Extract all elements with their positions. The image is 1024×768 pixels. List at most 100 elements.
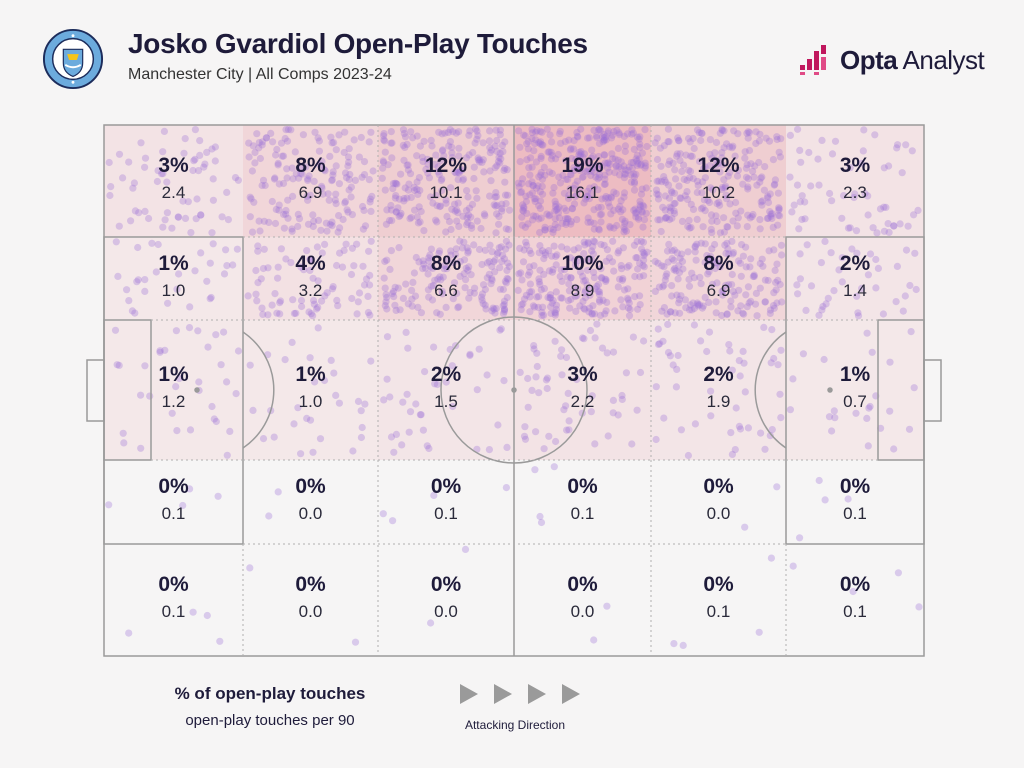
touch-dot — [675, 299, 683, 307]
touch-dot — [725, 341, 733, 349]
touch-dot — [617, 208, 625, 216]
touch-dot — [425, 254, 433, 262]
touch-dot — [604, 129, 612, 137]
touch-dot — [381, 284, 389, 292]
touch-dot — [364, 292, 372, 300]
touch-dot — [250, 198, 258, 206]
touch-dot — [774, 361, 782, 369]
touch-dot — [252, 290, 260, 298]
touch-dot — [776, 280, 784, 289]
touch-dot — [211, 157, 219, 165]
touch-dot — [304, 175, 312, 183]
touch-dot — [160, 127, 168, 135]
touch-dot — [874, 264, 883, 272]
touch-dot — [615, 163, 623, 171]
touch-dot — [898, 169, 906, 177]
touch-dot — [442, 196, 450, 204]
touch-dot — [589, 164, 597, 172]
touch-dot — [880, 203, 888, 211]
touch-dot — [860, 126, 868, 134]
touch-dot — [772, 286, 780, 294]
touch-dot — [711, 156, 719, 164]
touch-dot — [668, 255, 676, 263]
touch-dot — [386, 393, 394, 401]
touch-dot — [655, 177, 663, 185]
touch-dot — [391, 194, 399, 202]
touch-dot — [499, 251, 507, 259]
touch-dot — [532, 184, 541, 192]
touch-dot — [535, 389, 543, 397]
touch-dot — [435, 249, 443, 257]
touch-dot — [905, 425, 914, 433]
touch-dot — [741, 154, 749, 162]
touch-dot — [753, 181, 761, 189]
touch-dot — [497, 155, 505, 163]
touch-dot — [203, 611, 211, 620]
touch-dot — [711, 240, 719, 249]
touch-dot — [721, 182, 730, 190]
touch-dot — [587, 218, 595, 226]
touch-dot — [663, 214, 671, 222]
touch-dot — [603, 602, 611, 610]
touch-dot — [519, 258, 528, 266]
touch-dot — [306, 191, 314, 199]
touch-dot — [583, 266, 592, 274]
touch-dot — [256, 227, 264, 235]
left-penalty-arc — [242, 331, 275, 449]
touch-dot — [408, 295, 416, 303]
touch-dot — [724, 223, 732, 231]
touch-dot — [777, 414, 785, 422]
touch-dot — [562, 207, 570, 215]
touch-dot — [403, 390, 411, 398]
touch-dot — [652, 186, 661, 194]
touch-dot — [360, 281, 369, 289]
touch-dot — [794, 290, 802, 298]
touch-dot — [474, 156, 482, 164]
touch-dot — [304, 196, 312, 204]
touch-dot — [305, 308, 313, 316]
touch-dot — [744, 185, 752, 193]
touch-dot — [515, 270, 523, 278]
touch-dot — [475, 158, 484, 166]
touch-dot — [320, 376, 329, 385]
touch-dot — [314, 324, 322, 332]
touch-dot — [593, 282, 601, 290]
touch-dot — [725, 281, 733, 289]
touch-dot — [295, 215, 304, 223]
touch-dot — [454, 209, 462, 217]
touch-dot — [691, 243, 699, 251]
touch-dot — [627, 159, 635, 167]
touch-dot — [540, 311, 548, 319]
touch-dot — [409, 278, 417, 286]
touch-dot — [486, 167, 494, 175]
touch-dot — [684, 222, 692, 230]
touch-dot — [326, 152, 334, 160]
touch-dot — [318, 184, 326, 192]
touch-dot — [894, 569, 903, 577]
touch-dot — [851, 190, 859, 198]
touch-dot — [318, 297, 326, 305]
touch-dot — [431, 276, 439, 284]
touch-dot — [407, 128, 415, 136]
touch-dot — [722, 249, 730, 257]
touch-dot — [618, 391, 626, 400]
touch-dot — [675, 182, 683, 190]
touch-dot — [446, 126, 454, 134]
touch-dot — [514, 179, 523, 187]
touch-dot — [707, 387, 715, 395]
touch-dot — [534, 182, 542, 190]
touch-dot — [744, 128, 752, 136]
touch-dot — [661, 206, 669, 214]
touch-dot — [585, 195, 594, 203]
touch-dot — [503, 266, 511, 274]
touch-dot — [885, 162, 893, 170]
touch-dot — [366, 311, 374, 319]
touch-dot — [483, 371, 491, 379]
touch-dot — [869, 224, 877, 232]
touch-dot — [667, 308, 675, 316]
touch-dot — [576, 166, 584, 175]
touch-dot — [119, 174, 127, 182]
touch-dot — [530, 342, 538, 350]
touch-dot — [397, 209, 405, 217]
touch-dot — [523, 209, 531, 217]
